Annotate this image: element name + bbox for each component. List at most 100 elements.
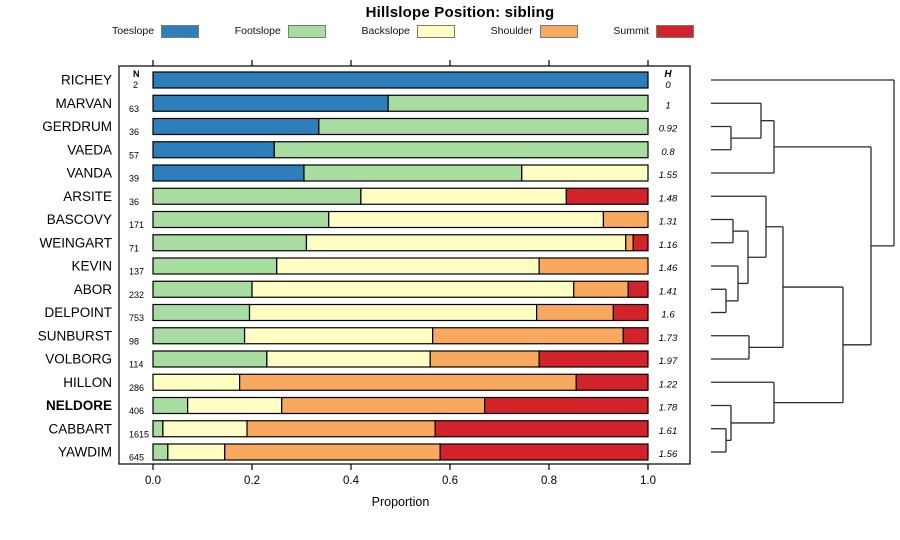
bar-segment-shoulder <box>246 420 436 438</box>
row-label: ARSITE <box>63 189 112 204</box>
bar-segment-shoulder <box>538 257 649 275</box>
bar-segment-summit <box>622 327 649 345</box>
legend-item-shoulder: Shoulder <box>491 24 578 38</box>
row-h-value: 1.48 <box>659 193 678 204</box>
legend-label: Summit <box>613 25 649 37</box>
legend-swatch <box>287 24 326 38</box>
h-column-header: H <box>664 69 672 80</box>
bar-row-delpoint: DELPOINT 753 1.6 <box>44 303 675 323</box>
bar-segment-backslope <box>248 303 538 322</box>
row-h-value: 0.8 <box>661 147 675 158</box>
bar-segment-summit <box>538 350 649 368</box>
x-axis-label: Proportion <box>371 495 430 509</box>
bar-segment-toeslope <box>152 117 320 136</box>
bar-segment-footslope <box>387 94 649 112</box>
row-label: MARVAN <box>55 96 112 111</box>
row-count: 1615 <box>129 429 149 439</box>
bar-segment-toeslope <box>152 94 389 112</box>
row-count: 36 <box>129 127 139 137</box>
bar-segment-shoulder <box>224 443 441 461</box>
x-axis-tick-label: 1.0 <box>640 475 656 487</box>
bar-segment-shoulder <box>573 280 629 298</box>
x-axis-tick-label: 0.4 <box>343 475 360 487</box>
bar-segment-backslope <box>162 420 248 438</box>
row-count: 63 <box>129 104 139 114</box>
bar-segment-summit <box>627 280 649 298</box>
legend-item-summit: Summit <box>613 24 694 38</box>
x-axis-tick-label: 0.6 <box>442 475 458 487</box>
row-h-value: 1.31 <box>659 217 678 228</box>
bar-segment-shoulder <box>602 210 649 229</box>
row-label: HILLON <box>63 375 112 390</box>
bar-row-richey: RICHEY N2 H0 <box>61 69 672 91</box>
bar-segment-toeslope <box>152 71 649 89</box>
bar-segment-toeslope <box>152 164 305 182</box>
bar-row-abor: ABOR 232 1.41 <box>74 280 677 300</box>
row-count: 171 <box>129 220 144 230</box>
row-label: DELPOINT <box>44 305 112 320</box>
row-label: WEINGART <box>39 235 112 250</box>
bar-segment-footslope <box>152 350 268 368</box>
plot-border <box>118 65 691 465</box>
bar-row-arsite: ARSITE 36 1.48 <box>63 187 678 207</box>
x-axis: 0.0 0.2 0.4 0.6 0.8 1.0 <box>145 60 656 487</box>
bar-segment-backslope <box>328 210 605 229</box>
row-count: 286 <box>129 383 144 393</box>
row-label: CABBART <box>48 421 112 436</box>
bar-row-neldore: NELDORE 406 1.78 <box>46 396 678 416</box>
bar-segment-backslope <box>305 234 627 252</box>
row-count: 753 <box>129 313 144 323</box>
row-h-value: 1.6 <box>661 310 675 321</box>
bar-segment-summit <box>565 187 649 205</box>
bar-segment-footslope <box>152 210 330 229</box>
row-h-value: 1.22 <box>659 379 678 390</box>
bar-segment-backslope <box>266 350 431 368</box>
row-h-value: 1.61 <box>659 426 678 437</box>
bar-segment-summit <box>434 420 649 438</box>
bar-segment-footslope <box>152 303 251 322</box>
bar-segment-footslope <box>152 443 169 461</box>
legend-item-backslope: Backslope <box>362 24 455 38</box>
bar-row-marvan: MARVAN 63 1 <box>55 94 671 114</box>
bar-segment-toeslope <box>152 141 275 159</box>
row-label: VAEDA <box>67 142 112 157</box>
n-column-header: N <box>133 69 140 79</box>
bar-row-yawdim: YAWDIM 645 1.56 <box>58 443 678 463</box>
bar-segment-footslope <box>152 396 189 415</box>
legend-item-toeslope: Toeslope <box>112 24 200 38</box>
chart-title: Hillslope Position: sibling <box>365 4 555 21</box>
legend-swatch <box>161 24 200 38</box>
legend-swatch <box>655 24 694 38</box>
row-label: BASCOVY <box>47 212 112 227</box>
row-label: RICHEY <box>61 73 112 88</box>
row-h-value: 1 <box>665 100 670 111</box>
bar-segment-backslope <box>243 327 434 345</box>
row-count: 232 <box>129 290 144 300</box>
row-count: 2 <box>133 80 138 90</box>
row-count: 98 <box>129 336 139 346</box>
bar-segment-backslope <box>152 373 241 391</box>
bar-segment-shoulder <box>429 350 540 368</box>
bar-segment-footslope <box>152 420 164 438</box>
bar-row-cabbart: CABBART 1615 1.61 <box>48 420 678 439</box>
bar-segment-backslope <box>187 396 283 415</box>
bar-segment-footslope <box>318 117 649 136</box>
bar-segment-footslope <box>273 141 649 159</box>
bar-segment-footslope <box>152 257 278 275</box>
bar-segment-shoulder <box>536 303 614 322</box>
bar-segment-shoulder <box>281 396 486 415</box>
bar-row-bascovy: BASCOVY 171 1.31 <box>47 210 678 230</box>
bar-segment-shoulder <box>239 373 577 391</box>
bar-segment-summit <box>632 234 649 252</box>
bar-segment-footslope <box>303 164 523 182</box>
bar-row-volborg: VOLBORG 114 1.97 <box>45 350 678 370</box>
row-count: 57 <box>129 150 139 160</box>
legend-swatch <box>416 24 455 38</box>
x-axis-tick-label: 0.0 <box>145 475 161 487</box>
bar-segment-backslope <box>167 443 226 461</box>
legend-swatch <box>539 24 578 38</box>
legend: Toeslope Footslope Backslope Shoulder Summit <box>112 23 694 39</box>
bar-row-sunburst: SUNBURST 98 1.73 <box>38 327 678 346</box>
